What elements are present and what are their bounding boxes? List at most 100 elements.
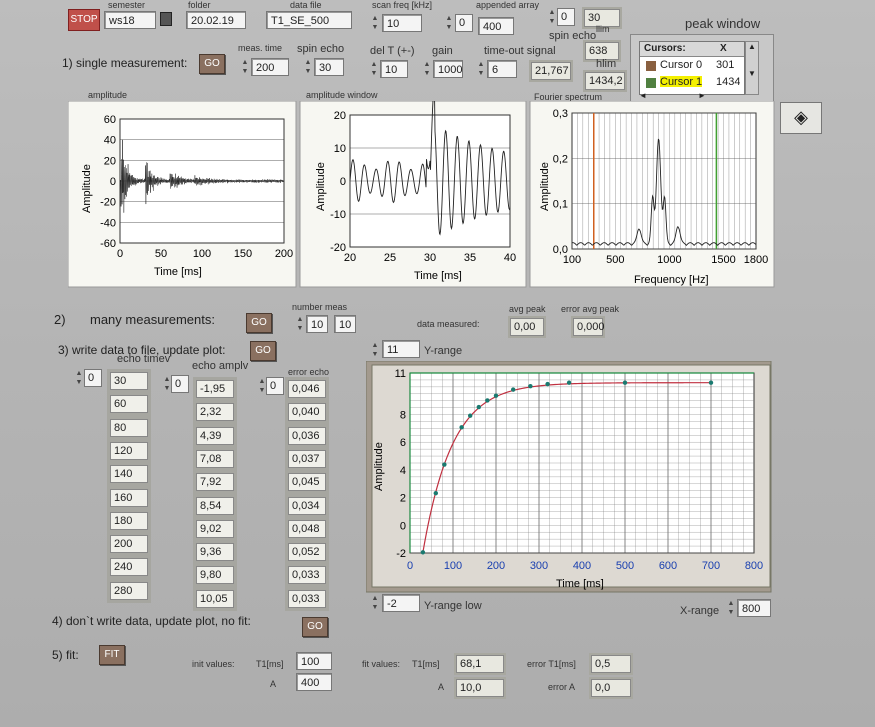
delT-spinner[interactable]: ▲ ▼ [370,61,378,77]
fit-xtick-label: 400 [573,560,591,572]
meas-time-spinner[interactable]: ▲ ▼ [241,59,249,75]
init-a-label: A [270,679,277,689]
cursor1-name[interactable]: Cursor 1 [660,76,703,87]
nowrite-go-button[interactable]: GO [302,617,328,637]
cursor-legend[interactable]: Cursors: X Cursor 0 301 Cursor 1 1434 ▲ ▼… [630,34,774,102]
timeout-input[interactable]: 6 [487,60,517,78]
semester-input[interactable]: ws18 [104,11,156,29]
delT-input[interactable]: 10 [380,60,408,78]
fit-title: 5) fit: [52,648,79,662]
echo-time-cell: 240 [110,558,148,577]
echo-ampl-index[interactable]: 0 [171,375,189,393]
error-echo-spinner[interactable]: ▲ ▼ [258,378,266,394]
fit-data-point [420,550,426,555]
timeout-spinner[interactable]: ▲ ▼ [477,61,485,77]
echo-ampl-cell: 2,32 [196,403,234,422]
echo-time-spinner[interactable]: ▲ ▼ [75,370,83,386]
echo-time-cell: 60 [110,395,148,414]
cursor-hscroll[interactable]: ◄ ► [639,91,706,100]
gain-input[interactable]: 1000 [433,60,463,78]
timeout-label: time-out signal [484,45,556,57]
win-xtick-label: 25 [384,252,396,264]
init-t1-input[interactable]: 100 [296,652,332,670]
win-ytick-label: 20 [334,110,346,122]
cursor0-x: 301 [716,59,735,71]
fit-data-point [442,462,447,467]
single-go-button[interactable]: GO [199,54,225,74]
echo-time-cell: 140 [110,465,148,484]
fit-button[interactable]: FIT [99,645,125,665]
error-echo-cell: 0,045 [288,473,326,492]
appended-spinner[interactable]: ▲ ▼ [445,15,453,31]
xrange-spinner[interactable]: ▲ ▼ [727,600,735,616]
amp-xtick-label: 150 [234,248,252,260]
fourier-signal-line [571,138,757,247]
win-ytick-label: -20 [330,242,346,254]
number-meas-input[interactable]: 10 [306,315,328,333]
window-graph-title: amplitude window [306,90,378,100]
fit-data-point [545,381,550,387]
fit-xtick-label: 500 [616,560,634,572]
number-meas-spinner[interactable]: ▲ ▼ [296,316,304,332]
amp-ytick-label: -40 [100,217,116,229]
yrange-spinner[interactable]: ▲ ▼ [371,342,379,358]
appended-index[interactable]: 0 [455,14,473,32]
fit-values-label: fit values: [362,659,401,669]
echo-time-cell: 280 [110,581,148,600]
datafile-input[interactable]: T1_SE_500 [266,11,352,29]
topright-spinner[interactable]: ▲ ▼ [548,9,556,25]
scanfreq-input[interactable]: 10 [382,14,422,32]
four-xlabel: Frequency [Hz] [634,274,709,286]
win-xtick-label: 40 [504,252,516,264]
error-echo-cell: 0,037 [288,449,326,468]
data-measured-label: data measured: [417,319,480,329]
appended-value: 400 [478,17,514,35]
init-a-input[interactable]: 400 [296,673,332,691]
many-go-button[interactable]: GO [246,313,272,333]
four-xtick-label: 1500 [711,254,735,266]
yrangelow-input[interactable]: -2 [382,594,420,612]
echo-ampl-spinner[interactable]: ▲ ▼ [163,376,171,392]
fit-data-point [566,380,572,385]
cursor0-name[interactable]: Cursor 0 [660,59,703,71]
win-xtick-label: 20 [344,252,356,264]
four-xtick-label: 1800 [744,254,768,266]
error-echo-label: error echo [288,367,330,377]
stop-button[interactable]: STOP [68,9,100,31]
spin-echo-label: spin echo [297,43,345,55]
error-echo-index[interactable]: 0 [266,377,284,395]
fit-t1-indicator: 68,1 [456,655,504,673]
echo-ampl-cell: -1,95 [196,380,234,398]
folder-label: folder [188,0,211,10]
fit-xtick-label: 700 [702,560,720,572]
spin-echo-input[interactable]: 30 [314,58,344,76]
echo-time-cell: 80 [110,418,148,437]
fit-ytick-label: 4 [400,465,406,477]
xrange-input[interactable]: 800 [737,599,771,617]
yrangelow-spinner[interactable]: ▲ ▼ [371,595,379,611]
write-go-button[interactable]: GO [250,341,276,361]
error-echo-cell: 0,048 [288,519,326,538]
graph-palette-icon[interactable]: ◈ [780,102,822,134]
fit-data-point [459,425,464,430]
amp-xtick-label: 0 [117,248,123,260]
cursor1-swatch-icon [646,78,656,88]
error-echo-cell: 0,036 [288,426,326,445]
echo-time-index[interactable]: 0 [84,369,102,387]
echo-ampl-cell: 4,39 [196,426,234,445]
amp-xtick-label: 200 [275,248,293,260]
yrange-input[interactable]: 11 [382,340,420,358]
folder-input[interactable]: 20.02.19 [186,11,246,29]
fit-xtick-label: 300 [530,560,548,572]
gain-spinner[interactable]: ▲ ▼ [423,61,431,77]
scanfreq-spinner[interactable]: ▲ ▼ [371,15,379,31]
spin-echo-spinner[interactable]: ▲ ▼ [304,59,312,75]
fit-xtick-label: 600 [659,560,677,572]
cursor-scrollbar[interactable]: ▲ ▼ [745,41,759,95]
semester-dropdown-icon[interactable] [160,12,172,26]
meas-time-input[interactable]: 200 [251,58,289,76]
four-xtick-label: 500 [606,254,624,266]
single-result-indicator: 21,767 [531,62,571,80]
topright-index[interactable]: 0 [557,8,575,26]
